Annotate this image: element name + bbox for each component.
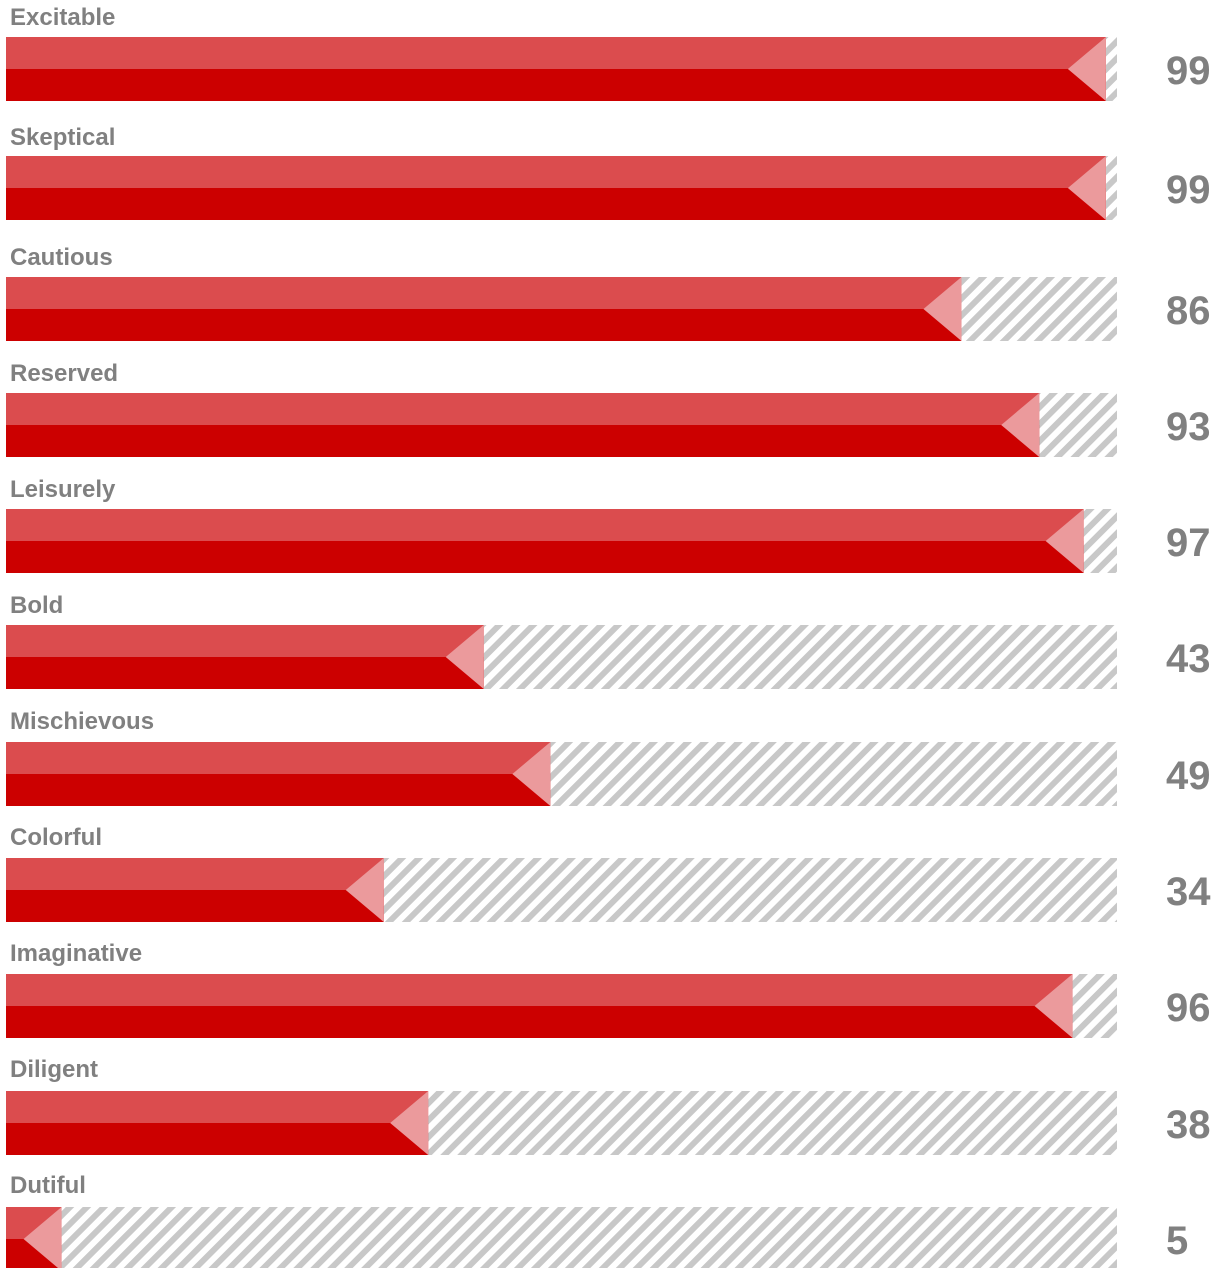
value-label: 49 (1166, 754, 1211, 798)
bar-tip (345, 858, 384, 922)
category-label: Mischievous (10, 708, 154, 735)
category-label: Imaginative (10, 940, 142, 967)
bar-tip (1034, 974, 1073, 1038)
bar-row: Dutiful 5 (6, 1172, 1188, 1268)
value-label: 96 (1166, 986, 1211, 1030)
value-label: 5 (1166, 1219, 1188, 1263)
bar-row: Bold 43 (6, 592, 1211, 689)
bar-tip (445, 625, 484, 689)
bar-fill-bottom (6, 1006, 1073, 1038)
bar-fill-bottom (6, 890, 384, 922)
category-label: Dutiful (10, 1172, 86, 1199)
bar-tip (390, 1091, 429, 1155)
bar-row: Skeptical 99 (6, 124, 1211, 220)
bar-tip (923, 277, 962, 341)
category-label: Diligent (10, 1056, 98, 1083)
bar-fill-top (6, 1091, 429, 1123)
bar-row: Excitable 99 (6, 4, 1211, 101)
bar-tip (1067, 37, 1106, 101)
bar-row: Reserved 93 (6, 360, 1211, 457)
category-label: Bold (10, 592, 63, 619)
bar-tip (512, 742, 551, 806)
value-label: 97 (1166, 521, 1211, 565)
bar-fill-bottom (6, 541, 1084, 573)
bar-row: Cautious 86 (6, 244, 1211, 341)
category-label: Reserved (10, 360, 118, 387)
bar-fill-top (6, 974, 1073, 1006)
value-label: 86 (1166, 289, 1211, 333)
bar-fill-top (6, 277, 962, 309)
bar-fill-top (6, 393, 1040, 425)
bar-fill-top (6, 156, 1106, 188)
bar-fill-bottom (6, 425, 1040, 457)
bar-fill-bottom (6, 69, 1106, 101)
value-label: 99 (1166, 168, 1211, 212)
category-label: Cautious (10, 244, 113, 271)
bar-fill-top (6, 625, 484, 657)
category-label: Skeptical (10, 124, 115, 151)
value-label: 38 (1166, 1103, 1211, 1147)
bar-row: Leisurely 97 (6, 476, 1211, 573)
bar-tip (1001, 393, 1040, 457)
category-label: Excitable (10, 4, 115, 31)
bar-fill-bottom (6, 1123, 429, 1155)
bar-row: Colorful 34 (6, 824, 1211, 922)
bar-fill-bottom (6, 657, 484, 689)
bar-fill-top (6, 742, 551, 774)
value-label: 43 (1166, 637, 1211, 681)
bar-tip (1067, 156, 1106, 220)
value-label: 93 (1166, 405, 1211, 449)
category-label: Leisurely (10, 476, 116, 503)
bar-fill-bottom (6, 774, 551, 806)
bar-tip (1045, 509, 1084, 573)
bar-row: Diligent 38 (6, 1056, 1211, 1155)
bar-fill-top (6, 509, 1084, 541)
bar-fill-bottom (6, 188, 1106, 220)
value-label: 34 (1166, 870, 1211, 914)
bar-fill-top (6, 37, 1106, 69)
bar-row: Imaginative 96 (6, 940, 1211, 1038)
category-label: Colorful (10, 824, 102, 851)
bar-row: Mischievous 49 (6, 708, 1211, 806)
value-label: 99 (1166, 49, 1211, 93)
bar-tip (23, 1207, 62, 1268)
bar-fill-bottom (6, 309, 962, 341)
bar-track (6, 1207, 1117, 1268)
bar-fill-top (6, 858, 384, 890)
